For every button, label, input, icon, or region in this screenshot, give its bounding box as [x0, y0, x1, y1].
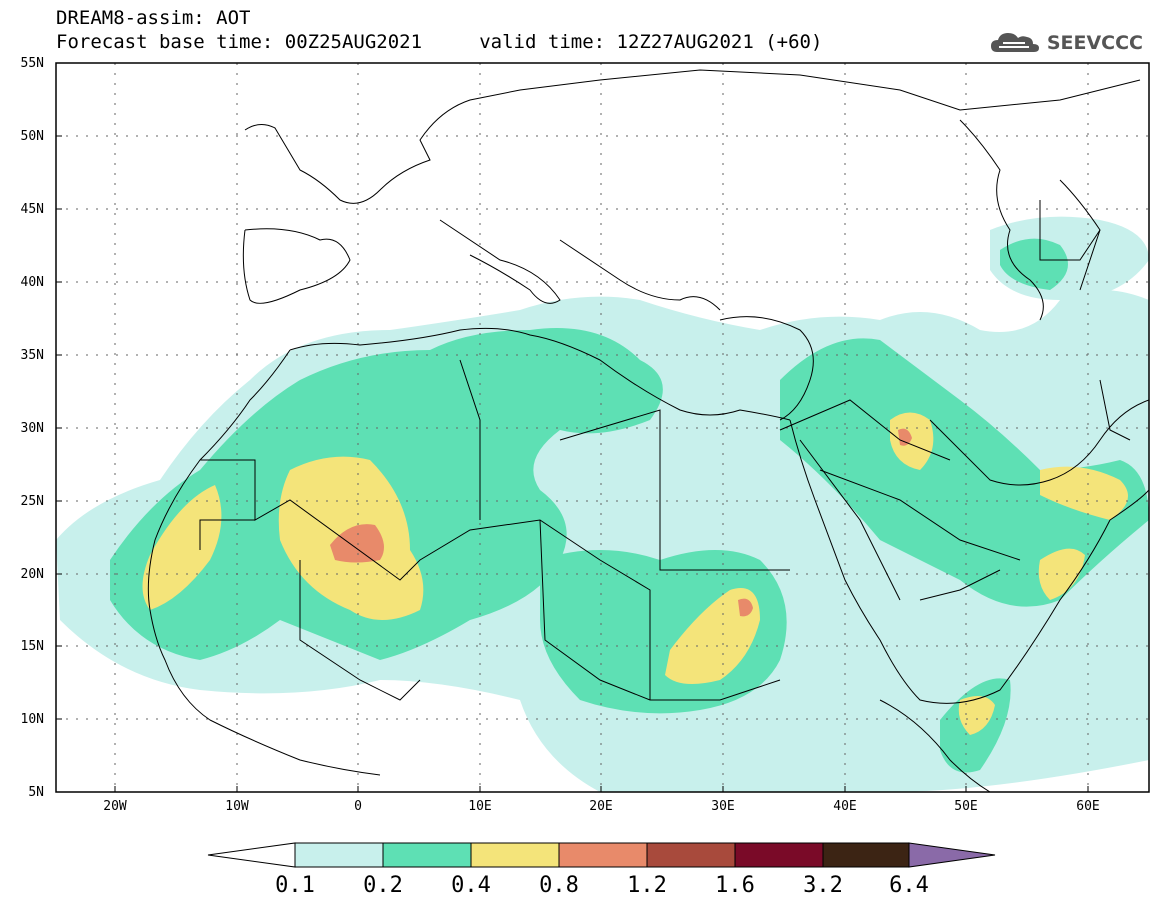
aot-band-0-8-iraq [898, 428, 912, 446]
coastlines [147, 69, 1149, 792]
graticule [56, 63, 1149, 792]
aot-band-0-2-arabia [780, 338, 1149, 607]
colorbar-label-3-2: 3.2 [803, 873, 843, 898]
colorbar-label-0-1: 0.1 [275, 873, 315, 898]
colorbar-label-0-2: 0.2 [363, 873, 403, 898]
lat-label-40n: 40N [20, 275, 44, 290]
colorbar-upper-arrow [908, 842, 996, 868]
colorbar-bin-4 [558, 842, 648, 868]
lon-label-0: 0 [354, 799, 362, 814]
lat-label-15n: 15N [20, 639, 44, 654]
lon-label-20w: 20W [103, 799, 127, 814]
colorbar-bin-5 [646, 842, 736, 868]
colorbar-label-1-6: 1.6 [715, 873, 755, 898]
lon-label-10w: 10W [225, 799, 249, 814]
colorbar [207, 842, 996, 868]
lon-label-10e: 10E [468, 799, 492, 814]
lat-label-35n: 35N [20, 348, 44, 363]
lon-label-50e: 50E [954, 799, 978, 814]
product-title: DREAM8-assim: AOT [56, 7, 251, 29]
axis-ticks [56, 135, 1089, 792]
aot-band-0-4-darfur [665, 588, 760, 684]
aot-band-0-4-iraq [890, 412, 934, 470]
lat-label-25n: 25N [20, 494, 44, 509]
lat-label-10n: 10N [20, 712, 44, 727]
colorbar-label-1-2: 1.2 [627, 873, 667, 898]
borders [199, 200, 1131, 701]
cloud-logo-icon [990, 33, 1039, 52]
brand-logo: SEEVCCC [989, 28, 1143, 58]
lon-label-60e: 60E [1076, 799, 1100, 814]
lat-label-50n: 50N [20, 129, 44, 144]
lat-label-5n: 5N [28, 785, 44, 800]
aot-band-0-4-oman [1040, 466, 1128, 520]
lat-label-45n: 45N [20, 202, 44, 217]
aot-band-0-4-mauritania [142, 485, 222, 610]
lat-label-20n: 20N [20, 567, 44, 582]
colorbar-label-0-4: 0.4 [451, 873, 491, 898]
aot-band-0-8-darfur [738, 598, 753, 617]
colorbar-bin-1 [294, 842, 384, 868]
colorbar-bin-2 [382, 842, 472, 868]
aot-band-0-4-oman-south [1038, 548, 1085, 600]
colorbar-lower-arrow [207, 842, 296, 868]
colorbar-bin-6 [734, 842, 824, 868]
lon-label-30e: 30E [711, 799, 735, 814]
aot-band-0-8 [330, 524, 384, 563]
colorbar-bin-3 [470, 842, 560, 868]
aot-band-0-2-caspian [1000, 238, 1068, 290]
aot-field-layer [56, 216, 1149, 792]
colorbar-bin-7 [822, 842, 910, 868]
colorbar-label-6-4: 6.4 [889, 873, 929, 898]
lat-label-55n: 55N [20, 56, 44, 71]
lat-label-30n: 30N [20, 421, 44, 436]
forecast-time-line: Forecast base time: 00Z25AUG2021 valid t… [56, 31, 823, 53]
aot-band-0-4-soc [958, 696, 995, 735]
colorbar-label-0-8: 0.8 [539, 873, 579, 898]
lon-label-40e: 40E [833, 799, 857, 814]
lon-label-20e: 20E [589, 799, 613, 814]
brand-name: SEEVCCC [1046, 32, 1143, 54]
